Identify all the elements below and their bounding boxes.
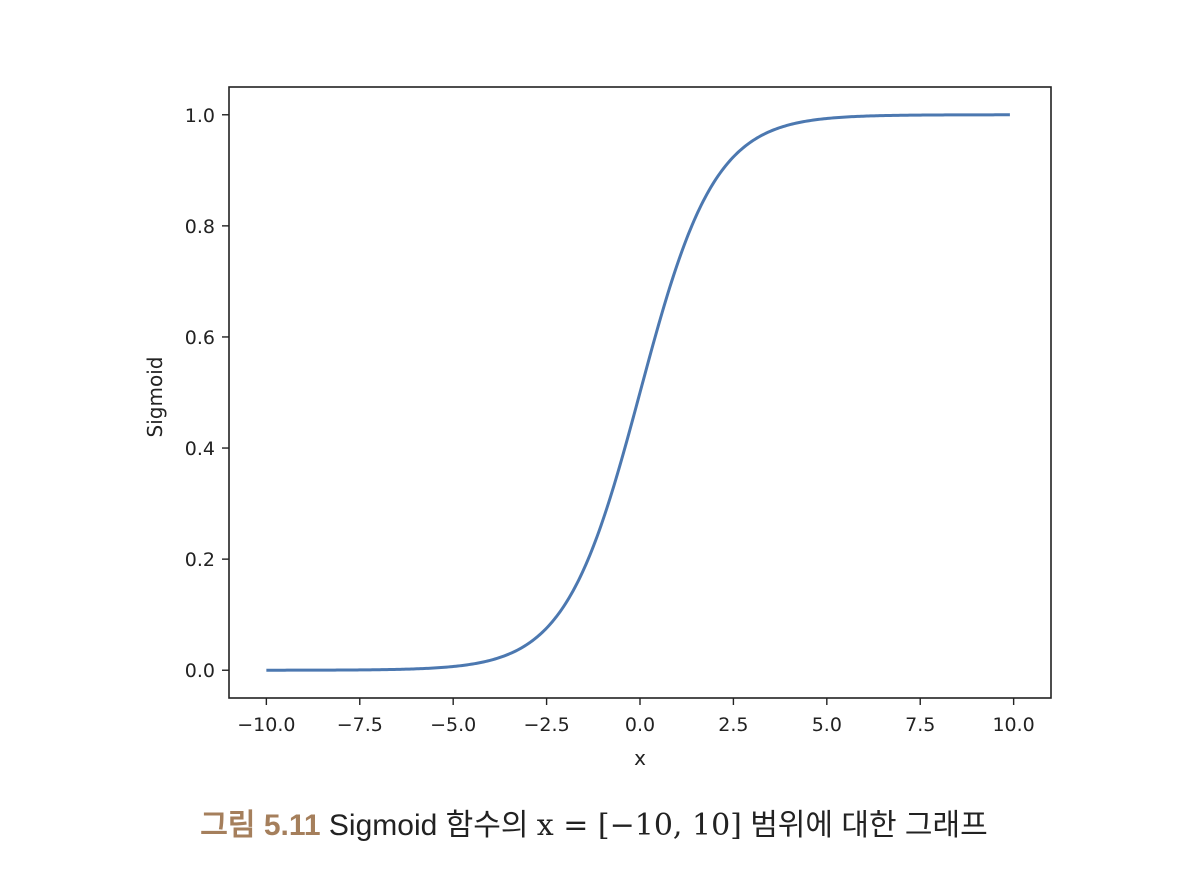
- x-tick-label: 10.0: [992, 714, 1034, 736]
- y-tick-label: 0.8: [185, 216, 215, 238]
- y-tick-label: 0.0: [185, 660, 215, 682]
- x-tick-label: 7.5: [905, 714, 935, 736]
- figure-caption: 그림 5.11 Sigmoid 함수의 x = [−10, 10] 범위에 대한…: [0, 800, 1188, 844]
- y-axis-label: Sigmoid: [143, 357, 167, 438]
- y-tick-label: 0.2: [185, 549, 215, 571]
- x-tick-label: −5.0: [430, 714, 476, 736]
- x-tick-label: −2.5: [524, 714, 570, 736]
- caption-math: x = [−10, 10]: [536, 808, 742, 843]
- series-line-0: [266, 113, 1010, 672]
- sigmoid-chart: −10.0 −7.5 −5.0 −2.5 0.0 2.5 5.0 7.5 10.0 0.0 0.2…: [143, 86, 1052, 770]
- x-tick-label: −7.5: [337, 714, 383, 736]
- x-tick-label: 2.5: [718, 714, 748, 736]
- caption-text-before: Sigmoid 함수의: [320, 809, 537, 842]
- figure-number: 그림 5.11: [200, 809, 321, 842]
- x-axis-ticks: −10.0 −7.5 −5.0 −2.5 0.0 2.5 5.0 7.5 10.0: [237, 698, 1035, 736]
- y-tick-label: 0.6: [185, 327, 215, 349]
- y-tick-label: 1.0: [185, 105, 215, 127]
- caption-text-after: 범위에 대한 그래프: [741, 809, 988, 842]
- x-axis-label: x: [634, 746, 646, 770]
- x-tick-label: 0.0: [625, 714, 655, 736]
- x-tick-label: −10.0: [237, 714, 295, 736]
- y-tick-label: 0.4: [185, 438, 215, 460]
- y-axis-ticks: 0.0 0.2 0.4 0.6 0.8 1.0: [185, 105, 229, 682]
- plot-area: [228, 86, 1052, 699]
- x-tick-label: 5.0: [812, 714, 842, 736]
